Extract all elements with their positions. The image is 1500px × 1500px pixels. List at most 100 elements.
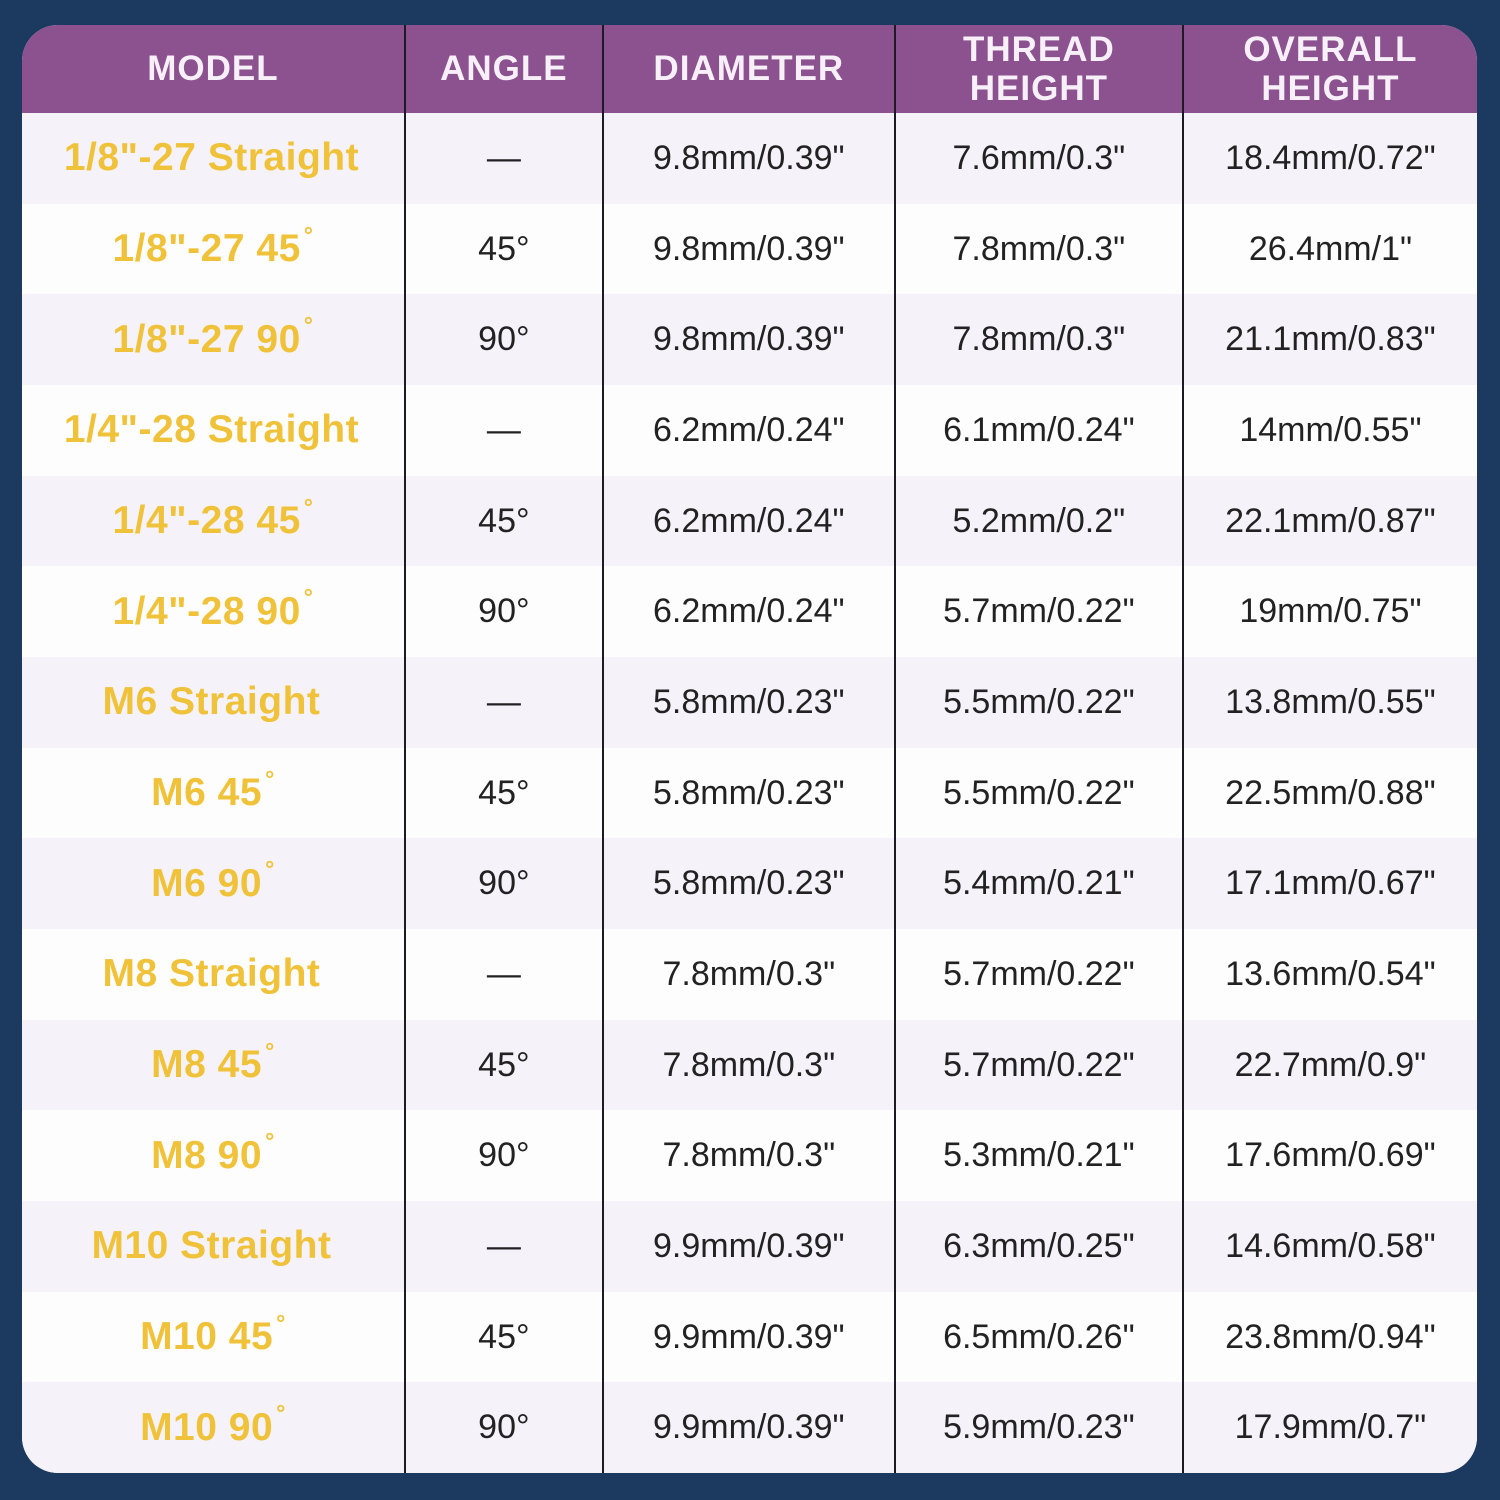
cell-thread-height: 6.3mm/0.25" [893,1201,1182,1292]
cell-angle: — [403,385,602,476]
cell-angle-text: 45° [478,501,530,540]
cell-angle-text: 90° [478,1136,530,1175]
cell-overall-height-text: 22.5mm/0.88" [1225,773,1436,812]
cell-overall-height: 26.4mm/1" [1181,203,1477,295]
degree-symbol: ° [265,1128,275,1155]
cell-diameter: 9.9mm/0.39" [601,1201,894,1292]
cell-diameter: 7.8mm/0.3" [601,929,894,1020]
cell-diameter: 9.8mm/0.39" [601,294,894,386]
table-row: M6 45 ° 45° 5.8mm/0.23" 5.5mm/0.22" 22.5mm/0.… [22,747,1477,839]
cell-model: 1/8"-27 45 ° [22,204,404,295]
cell-diameter: 7.8mm/0.3" [601,1110,894,1202]
cell-overall-height: 14mm/0.55" [1181,385,1477,476]
cell-model: M8 Straight [22,929,404,1020]
cell-overall-height: 17.9mm/0.7" [1181,1382,1477,1473]
cell-overall-height-text: 26.4mm/1" [1248,229,1413,268]
cell-thread-height: 5.7mm/0.22" [893,1019,1182,1111]
cell-diameter-text: 5.8mm/0.23" [653,682,845,721]
model-name: M6 45 [151,771,263,815]
model-name: M10 45 [140,1315,274,1359]
cell-thread-height: 5.7mm/0.22" [893,929,1182,1020]
cell-angle: — [403,113,602,204]
cell-diameter: 5.8mm/0.23" [601,657,894,748]
cell-overall-height: 18.4mm/0.72" [1181,113,1477,204]
cell-thread-height-text: 5.7mm/0.22" [943,954,1135,993]
table-row: M6 Straight — 5.8mm/0.23" 5.5mm/0.22" 13.8mm… [22,657,1477,748]
header-overall-height-label: OVERALL HEIGHT [1243,29,1418,108]
spec-table: MODEL ANGLE DIAMETER THREAD HEIGHT OVERA… [22,25,1477,1473]
cell-overall-height-text: 13.6mm/0.54" [1225,954,1436,993]
cell-diameter: 6.2mm/0.24" [601,475,894,567]
cell-overall-height: 22.7mm/0.9" [1181,1019,1477,1111]
cell-diameter-text: 9.9mm/0.39" [653,1226,845,1265]
cell-overall-height: 22.5mm/0.88" [1181,747,1477,839]
model-name: 1/4"-28 90 [112,589,301,633]
cell-overall-height-text: 22.7mm/0.9" [1234,1045,1427,1084]
table-header-row: MODEL ANGLE DIAMETER THREAD HEIGHT OVERA… [22,25,1477,113]
cell-overall-height: 19mm/0.75" [1181,566,1477,658]
cell-diameter: 9.9mm/0.39" [601,1382,894,1473]
degree-symbol: ° [265,856,275,883]
table-body: 1/8"-27 Straight — 9.8mm/0.39" 7.6mm/0.3" 18… [22,113,1477,1473]
table-row: M10 45 ° 45° 9.9mm/0.39" 6.5mm/0.26" 23.8mm/0… [22,1291,1477,1383]
cell-diameter-text: 7.8mm/0.3" [662,1136,836,1175]
model-name: M8 45 [151,1043,263,1087]
cell-angle-text: 90° [478,320,530,359]
cell-model: M6 90 ° [22,838,404,929]
cell-overall-height: 22.1mm/0.87" [1181,475,1477,567]
cell-angle: 90° [403,1110,602,1202]
cell-overall-height-text: 17.1mm/0.67" [1225,864,1436,903]
cell-thread-height: 5.2mm/0.2" [893,475,1182,567]
cell-model: M10 45 ° [22,1292,404,1383]
cell-diameter-text: 9.9mm/0.39" [653,1408,845,1447]
cell-model: 1/4"-28 Straight [22,385,404,476]
cell-diameter: 5.8mm/0.23" [601,838,894,930]
cell-angle-text: 45° [478,773,530,812]
cell-thread-height-text: 5.9mm/0.23" [943,1408,1135,1447]
cell-angle: — [403,657,602,748]
cell-model: M8 45 ° [22,1020,404,1111]
cell-angle: 45° [403,1019,602,1111]
cell-thread-height: 7.8mm/0.3" [893,203,1182,295]
header-diameter: DIAMETER [601,25,894,113]
cell-overall-height: 14.6mm/0.58" [1181,1201,1477,1292]
cell-overall-height-text: 18.4mm/0.72" [1225,138,1436,177]
cell-model: M8 90 ° [22,1110,404,1201]
cell-angle: 45° [403,203,602,295]
degree-symbol: ° [303,584,314,611]
model-name: 1/8"-27 45 [112,227,301,270]
cell-thread-height-text: 5.2mm/0.2" [952,501,1126,540]
cell-diameter-text: 9.8mm/0.39" [653,229,845,268]
cell-thread-height-text: 5.7mm/0.22" [943,1045,1135,1084]
cell-diameter-text: 6.2mm/0.24" [653,592,845,631]
table-row: 1/4"-28 45 ° 45° 6.2mm/0.24" 5.2mm/0.2" 22.1m… [22,475,1477,567]
cell-overall-height: 23.8mm/0.94" [1181,1291,1477,1383]
cell-thread-height: 5.7mm/0.22" [893,566,1182,658]
degree-symbol: ° [276,1400,286,1427]
cell-diameter-text: 9.8mm/0.39" [653,138,845,177]
cell-angle-text: 90° [478,592,530,631]
model-name: M6 90 [151,861,263,905]
cell-angle-text: — [486,1226,521,1265]
header-thread-height: THREAD HEIGHT [893,25,1182,113]
cell-thread-height-text: 7.6mm/0.3" [952,138,1126,177]
cell-diameter-text: 5.8mm/0.23" [653,864,845,903]
cell-overall-height-text: 23.8mm/0.94" [1225,1317,1436,1356]
cell-overall-height-text: 14mm/0.55" [1239,410,1422,449]
cell-angle-text: 90° [478,1408,530,1447]
cell-overall-height: 17.6mm/0.69" [1181,1110,1477,1202]
header-diameter-label: DIAMETER [653,49,845,89]
model-name: M8 90 [151,1133,263,1177]
cell-diameter: 6.2mm/0.24" [601,566,894,658]
cell-angle: 90° [403,566,602,658]
cell-model: M10 90 ° [22,1382,404,1473]
header-angle-label: ANGLE [440,49,568,89]
model-name: 1/8"-27 Straight [63,136,360,180]
cell-diameter: 7.8mm/0.3" [601,1019,894,1111]
cell-overall-height-text: 17.9mm/0.7" [1234,1408,1427,1447]
model-name: 1/4"-28 Straight [63,408,360,452]
cell-thread-height-text: 6.3mm/0.25" [943,1226,1135,1265]
cell-angle: 45° [403,475,602,567]
cell-angle: 45° [403,747,602,839]
cell-model: 1/4"-28 45 ° [22,476,404,567]
